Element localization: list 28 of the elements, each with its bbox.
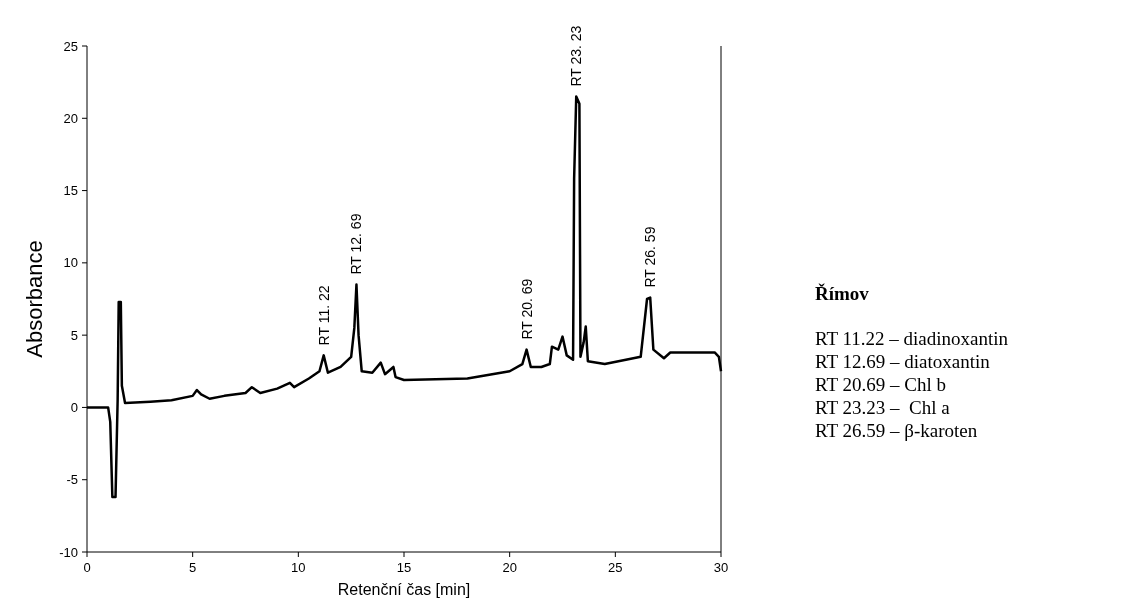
y-tick-label: -10 [59, 544, 78, 560]
text: Římov [815, 283, 870, 304]
y-tick-label: -5 [66, 472, 78, 488]
x-tick-label: 10 [291, 560, 306, 575]
x-tick-label: 0 [83, 560, 91, 575]
text: RT 26.59 – β-karoten [815, 420, 978, 441]
x-tick-label: 30 [713, 560, 729, 575]
x-tick-label: 5 [189, 560, 197, 575]
y-tick-label: 10 [63, 255, 78, 271]
annotation: RT 11. 22 [315, 285, 332, 346]
y-axis-title: Absorbance [22, 240, 47, 358]
y-tick-label: 0 [70, 399, 78, 415]
annotation: RT 26. 59 [642, 226, 659, 288]
y-tick-label: 25 [63, 38, 78, 54]
text: RT 11.22 – diadinoxantin [815, 328, 1009, 349]
annotation: RT 23. 23 [568, 25, 585, 87]
text: RT 20.69 – Chl b [815, 374, 946, 395]
y-tick-label: 5 [70, 327, 78, 343]
x-tick-label: 20 [502, 560, 517, 575]
text: RT 12.69 – diatoxantin [815, 351, 991, 372]
y-tick-label: 15 [63, 183, 78, 199]
x-tick-label: 15 [396, 560, 412, 575]
x-tick-label: 25 [608, 560, 623, 575]
annotation: RT 20. 69 [518, 278, 535, 340]
text: RT 23.23 – Chl a [815, 397, 951, 418]
x-axis-title: Retenční čas [min] [337, 581, 471, 598]
y-tick-label: 20 [63, 110, 78, 126]
annotation: RT 12. 69 [348, 213, 365, 275]
